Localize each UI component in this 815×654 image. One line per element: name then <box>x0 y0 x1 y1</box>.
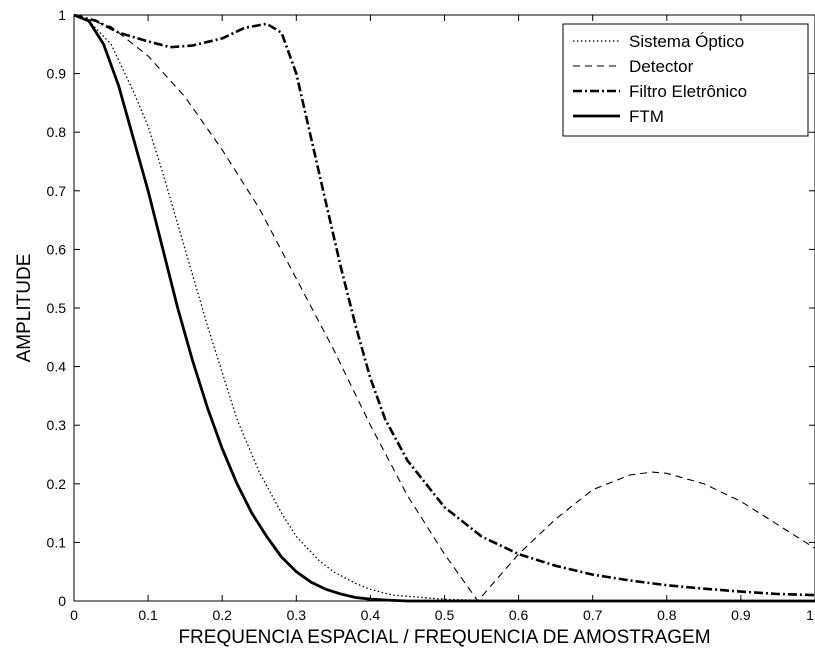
legend: Sistema Óptico Detector Filtro Eletrônico F… <box>562 23 809 137</box>
axis-ticks: 0 0.1 0.2 0.3 0.4 0.5 0.6 0.7 0.8 0.9 1 0 0.1 0.2 0.3 0… <box>47 7 815 623</box>
legend-entry-label: Sistema Óptico <box>629 32 744 51</box>
y-tick-label: 0.1 <box>47 534 67 550</box>
x-axis-label: FREQUENCIA ESPACIAL / FREQUENCIA DE AMOS… <box>178 627 710 648</box>
x-tick-label: 0.8 <box>657 607 677 623</box>
x-tick-label: 0.7 <box>583 607 603 623</box>
y-tick-label: 0.5 <box>47 300 67 316</box>
y-tick-label: 0.3 <box>47 417 67 433</box>
series-line-4 <box>73 13 815 603</box>
x-tick-label: 0.1 <box>138 607 158 623</box>
series-line-1 <box>73 14 815 602</box>
series-line-3 <box>73 13 815 597</box>
x-tick-label: 1 <box>806 607 814 623</box>
series-lines <box>73 13 815 603</box>
y-tick-label: 0.9 <box>47 66 67 82</box>
legend-entry-label: FTM <box>629 107 664 126</box>
x-tick-label: 0.4 <box>361 607 381 623</box>
y-tick-label: 0.7 <box>47 183 67 199</box>
y-tick-label: 0.2 <box>47 476 67 492</box>
legend-entry-label: Filtro Eletrônico <box>629 82 747 101</box>
x-tick-label: 0.3 <box>287 607 307 623</box>
x-tick-label: 0 <box>70 607 78 623</box>
y-tick-label: 1 <box>58 7 66 23</box>
legend-entry-label: Detector <box>629 57 694 76</box>
series-line-2 <box>73 14 815 602</box>
y-tick-label: 0 <box>58 593 66 609</box>
x-tick-label: 0.9 <box>731 607 751 623</box>
y-tick-label: 0.6 <box>47 241 67 257</box>
y-tick-label: 0.4 <box>47 359 67 375</box>
y-axis-label: AMPLITUDE <box>14 254 35 363</box>
x-tick-label: 0.6 <box>509 607 529 623</box>
x-tick-label: 0.5 <box>435 607 455 623</box>
x-tick-label: 0.2 <box>212 607 232 623</box>
y-tick-label: 0.8 <box>47 124 67 140</box>
